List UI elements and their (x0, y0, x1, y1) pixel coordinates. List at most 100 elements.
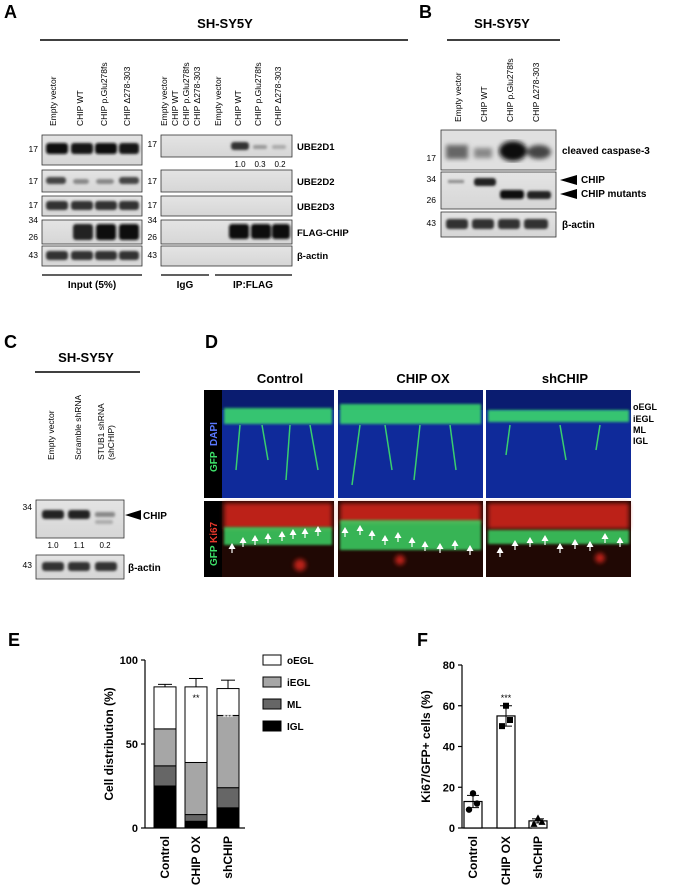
panel-letter-d: D (205, 332, 218, 352)
e-x-label: Control (158, 836, 172, 879)
a-input-marker-3: 17 (29, 200, 39, 210)
e-legend-swatch (262, 676, 282, 688)
a-ip-lane-4: CHIP Δ278-303 (273, 66, 283, 126)
e-x-label: CHIP OX (189, 836, 203, 885)
e-y-tick-label: 100 (120, 655, 138, 667)
arrowhead-icon (526, 537, 534, 543)
e-bar-igl (216, 807, 240, 829)
c-lane-2: Scramble shRNA (73, 394, 83, 460)
arrowhead-icon (289, 529, 297, 535)
f-bar (496, 715, 516, 829)
f-y-tick-label: 0 (449, 823, 455, 835)
a-ip-lane-3: CHIP p.Glu278fs (253, 62, 263, 126)
arrowhead-icon (314, 526, 322, 532)
arrowhead-icon (571, 539, 579, 545)
arrowhead-icon (264, 533, 272, 539)
c-lane-3: STUB1 shRNA (96, 403, 106, 460)
a-band-ube2d2: UBE2D2 (297, 177, 335, 188)
a-input-lane-2: CHIP WT (75, 90, 85, 126)
arrowhead-icon (586, 541, 594, 547)
c-quant-1: 1.0 (47, 541, 59, 550)
panel-b: B SH-SY5Y Empty vector CHIP WT CHIP p.Gl… (419, 2, 650, 238)
e-legend-swatch (262, 720, 282, 732)
e-bar-ml (153, 765, 177, 787)
a-input-lane-4: CHIP Δ278-303 (122, 66, 132, 126)
c-arrow-chip-icon (125, 510, 141, 520)
b-marker-43: 43 (427, 218, 437, 228)
a-igg-lane-1: Empty vector (159, 76, 169, 126)
a-band-flag-chip: FLAG-CHIP (297, 228, 349, 239)
a-group-input: Input (5%) (68, 280, 116, 291)
d-arrowheads (228, 525, 624, 557)
arrowhead-icon (341, 527, 349, 533)
arrowhead-icon (511, 540, 519, 546)
a-ip-quant-3: 0.2 (274, 160, 286, 169)
b-arrow-chip-icon (560, 175, 577, 185)
f-x-label: shCHIP (531, 836, 545, 879)
arrowhead-icon (228, 543, 236, 549)
e-bar-oegl (216, 688, 240, 716)
arrowhead-icon (451, 540, 459, 546)
a-input-marker-5: 26 (29, 232, 39, 242)
d-row1-label-dapi: DAPI (209, 422, 220, 446)
arrowhead-icon (466, 545, 474, 551)
f-data-point (465, 806, 473, 813)
panel-letter-f: F (417, 630, 428, 650)
c-label-chip: CHIP (143, 511, 167, 522)
arrowhead-icon (601, 533, 609, 539)
a-ip-marker-2: 17 (148, 176, 158, 186)
a-ip-lane-2: CHIP WT (233, 90, 243, 126)
a-input-blots (41, 134, 143, 267)
arrowhead-icon (421, 541, 429, 547)
e-legend-label: iEGL (287, 678, 310, 689)
f-data-point (538, 818, 546, 825)
f-data-point (499, 723, 505, 730)
c-quant-2: 1.1 (73, 541, 85, 550)
e-bar-ml (184, 814, 208, 822)
a-input-marker-6: 43 (29, 250, 39, 260)
e-bar-ml (216, 787, 240, 809)
d-layer-ml: ML (633, 425, 646, 435)
e-bar-iegl (184, 761, 208, 816)
c-marker-43: 43 (23, 560, 33, 570)
b-label-mutants: CHIP mutants (581, 189, 647, 200)
d-row2-label-gfp: GFP (209, 545, 220, 566)
e-legend-label: ML (287, 700, 301, 711)
panel-letter-a: A (4, 2, 17, 22)
panel-c-cell-line: SH-SY5Y (58, 350, 114, 365)
arrowhead-icon (239, 537, 247, 543)
c-marker-34: 34 (23, 502, 33, 512)
a-group-ip: IP:FLAG (233, 280, 273, 291)
panel-letter-e: E (8, 630, 20, 650)
arrowhead-icon (278, 531, 286, 537)
b-marker-26: 26 (427, 195, 437, 205)
f-data-point (530, 820, 538, 827)
panel-a: A SH-SY5Y Empty vector CHIP WT CHIP p.Gl… (4, 2, 408, 291)
f-x-label: Control (466, 836, 480, 879)
e-y-tick-label: 50 (126, 739, 138, 751)
panel-letter-b: B (419, 2, 432, 22)
d-col-control: Control (257, 371, 303, 386)
a-ip-marker-1: 17 (148, 139, 158, 149)
e-legend-label: oEGL (287, 656, 314, 667)
b-lane-1: Empty vector (453, 72, 463, 122)
arrowhead-icon (251, 535, 259, 541)
d-layer-igl: IGL (633, 436, 649, 446)
c-quant-3: 0.2 (99, 541, 111, 550)
c-label-actin: β-actin (128, 563, 161, 574)
e-y-tick-label: 0 (132, 823, 138, 835)
a-band-actin: β-actin (297, 251, 328, 262)
a-igg-lane-2: CHIP WT (170, 90, 180, 126)
e-y-label: Cell distribution (%) (102, 687, 116, 800)
a-ip-quant-2: 0.3 (254, 160, 266, 169)
a-band-ube2d1: UBE2D1 (297, 142, 335, 153)
b-label-chip: CHIP (581, 175, 605, 186)
arrowhead-icon (356, 525, 364, 531)
a-input-lane-1: Empty vector (48, 76, 58, 126)
e-legend-swatch (262, 698, 282, 710)
a-input-lane-3: CHIP p.Glu278fs (99, 62, 109, 126)
arrowhead-icon (541, 535, 549, 541)
b-lane-2: CHIP WT (479, 86, 489, 122)
a-ip-marker-6: 43 (148, 250, 158, 260)
arrowhead-icon (436, 543, 444, 549)
